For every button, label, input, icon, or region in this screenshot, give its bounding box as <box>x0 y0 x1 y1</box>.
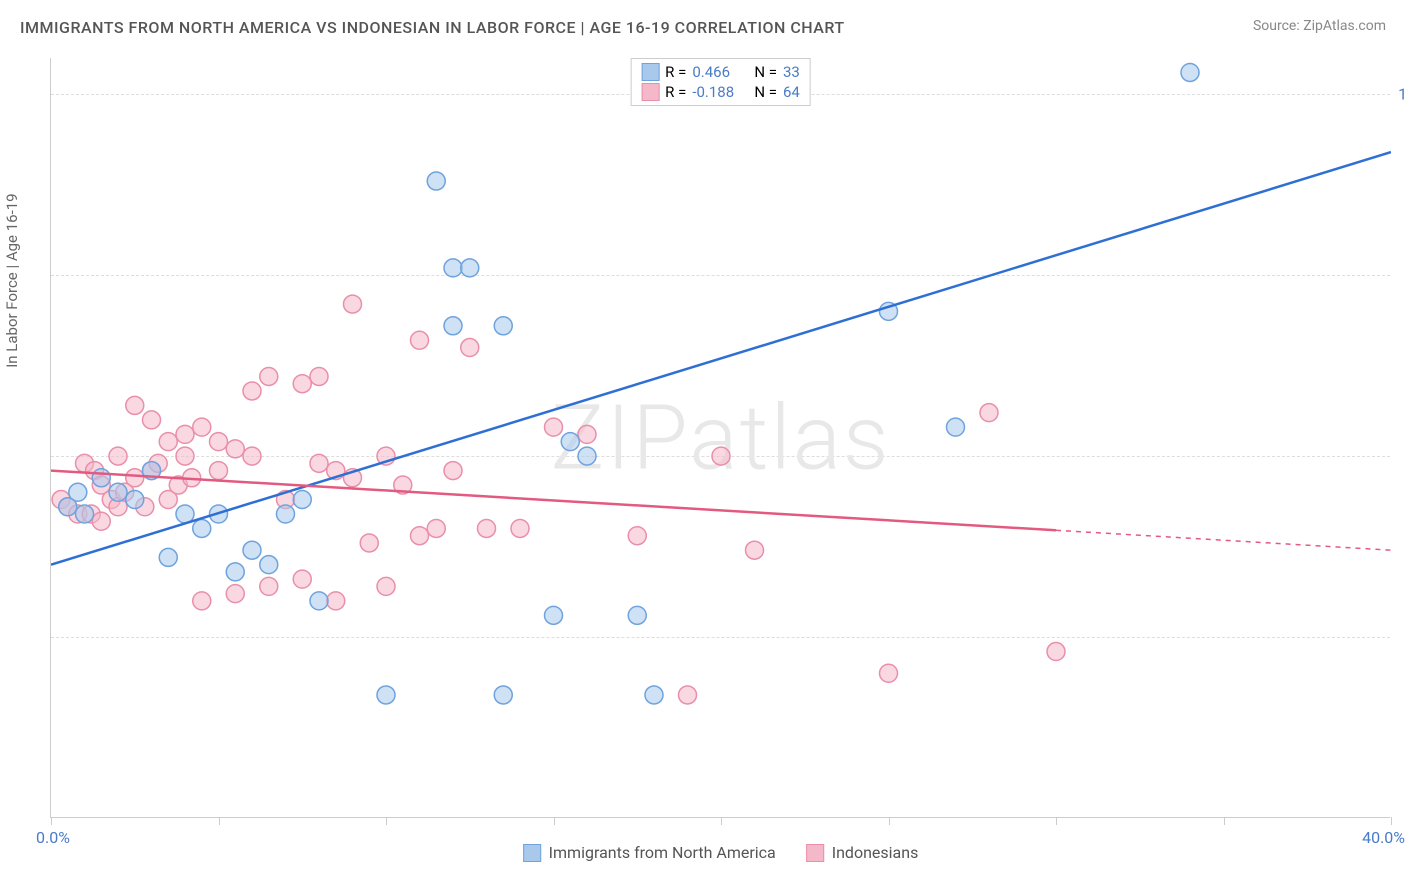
y-tick-label: 100.0% <box>1398 85 1406 104</box>
legend-r-label: R = <box>665 63 686 81</box>
scatter-plot-svg <box>51 58 1391 818</box>
x-axis-max-label: 40.0% <box>1362 828 1405 847</box>
chart-title: IMMIGRANTS FROM NORTH AMERICA VS INDONES… <box>20 18 845 37</box>
legend-swatch-blue <box>641 63 659 81</box>
plot-area: ZIPatlas R = 0.466 N = 33 R = -0.188 N =… <box>50 58 1390 818</box>
legend-swatch-pink <box>641 83 659 101</box>
legend-swatch-blue <box>523 844 541 862</box>
legend-r-value-2: -0.188 <box>692 83 748 101</box>
legend-series-label-1: Immigrants from North America <box>549 843 776 862</box>
legend-n-value-1: 33 <box>783 63 800 81</box>
legend-swatch-pink <box>806 844 824 862</box>
chart-container: IMMIGRANTS FROM NORTH AMERICA VS INDONES… <box>0 0 1406 892</box>
source-name: ZipAtlas.com <box>1303 18 1386 34</box>
legend-item-1: Immigrants from North America <box>523 843 776 862</box>
legend-r-label: R = <box>665 83 686 101</box>
y-axis-label: In Labor Force | Age 16-19 <box>3 193 21 367</box>
legend-n-label: N = <box>754 83 777 101</box>
legend-stats-row-2: R = -0.188 N = 64 <box>641 83 800 101</box>
legend-r-value-1: 0.466 <box>692 63 748 81</box>
x-axis-min-label: 0.0% <box>36 828 70 847</box>
legend-stats-row-1: R = 0.466 N = 33 <box>641 63 800 81</box>
legend-series: Immigrants from North America Indonesian… <box>523 843 919 862</box>
source-attribution: Source: ZipAtlas.com <box>1253 18 1386 34</box>
legend-n-label: N = <box>754 63 777 81</box>
source-label: Source: <box>1253 18 1300 34</box>
legend-n-value-2: 64 <box>783 83 800 101</box>
legend-series-label-2: Indonesians <box>832 843 919 862</box>
legend-item-2: Indonesians <box>806 843 919 862</box>
legend-stats-box: R = 0.466 N = 33 R = -0.188 N = 64 <box>630 58 811 106</box>
